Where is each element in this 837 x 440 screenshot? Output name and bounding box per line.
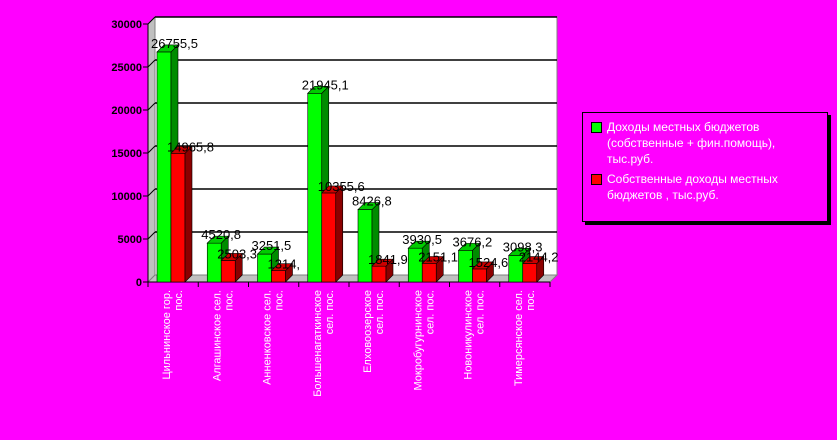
gridline-side xyxy=(147,16,156,25)
bar-front xyxy=(421,263,437,283)
category-label: Тимерсянское сел.пос. xyxy=(513,290,537,386)
bar-front xyxy=(220,260,236,283)
bar-top xyxy=(357,202,380,210)
data-label: 10355,6 xyxy=(318,179,365,194)
legend-swatch-green xyxy=(591,122,602,133)
bar-top xyxy=(206,235,229,244)
data-label: 2503,3 xyxy=(217,246,257,261)
bar-front xyxy=(170,152,186,283)
gridline-side xyxy=(147,231,156,240)
bar-front xyxy=(522,263,538,283)
category-label: Большенагаткинскоесел. пос. xyxy=(312,290,336,397)
bar-front xyxy=(357,209,373,283)
bar-front xyxy=(271,270,286,283)
y-tick-label: 5000 xyxy=(118,234,142,246)
bar-top xyxy=(170,145,193,154)
category-label: Цильнинское гор.пос. xyxy=(161,290,185,380)
data-label: 3676,2 xyxy=(453,234,493,249)
bar-top xyxy=(321,185,344,194)
bar-front xyxy=(472,268,487,283)
bar-top xyxy=(471,261,495,270)
gridline-side xyxy=(147,59,156,68)
bar-top xyxy=(256,246,280,255)
y-tick-label: 20000 xyxy=(111,105,142,117)
bar-side xyxy=(335,185,344,283)
category-label: Анненковское сел.пос. xyxy=(262,290,286,385)
bar-top xyxy=(220,253,243,261)
data-label: 21945,1 xyxy=(302,77,349,92)
bar-top xyxy=(508,248,531,256)
category-label: Новоникулинскоесел. пос. xyxy=(463,290,487,380)
data-label: 2151,1 xyxy=(418,250,458,265)
bar-top xyxy=(457,243,481,251)
y-tick-label: 30000 xyxy=(111,19,142,31)
y-tick-label: 10000 xyxy=(111,191,142,203)
gridline-side xyxy=(147,145,156,154)
bar-top xyxy=(156,44,179,53)
bar-top xyxy=(371,258,394,267)
legend-label: Собственные доходы местных бюджетов , ты… xyxy=(607,172,778,202)
legend-label: Доходы местных бюджетов (собственные + ф… xyxy=(607,120,776,166)
data-label: 26755,5 xyxy=(151,36,198,51)
bar-top xyxy=(307,85,330,94)
bar-top xyxy=(522,256,545,264)
data-label: 8426,8 xyxy=(352,194,392,209)
bar-top xyxy=(421,256,444,264)
y-tick-label: 25000 xyxy=(111,62,142,74)
y-tick-label: 15000 xyxy=(111,148,142,160)
bar-top xyxy=(270,263,294,271)
y-tick-label: 0 xyxy=(136,277,142,289)
gridline-side xyxy=(147,102,156,111)
bar-front xyxy=(371,265,387,283)
category-label: Алгашинское сел.пос. xyxy=(211,290,235,381)
data-label: 14965,8 xyxy=(167,139,214,154)
legend-item-total-income: Доходы местных бюджетов (собственные + ф… xyxy=(591,119,821,167)
data-label: 2144,2 xyxy=(519,250,559,265)
data-label: 3098,3 xyxy=(503,239,543,254)
data-label: 1841,9 xyxy=(368,252,408,267)
bar-side xyxy=(184,145,193,283)
legend-item-own-income: Собственные доходы местных бюджетов , ты… xyxy=(591,171,821,203)
data-label: 3251,5 xyxy=(252,238,292,253)
legend-swatch-red xyxy=(591,174,602,185)
bar-front xyxy=(321,192,337,283)
data-label: 3930,5 xyxy=(402,232,442,247)
chart-legend: Доходы местных бюджетов (собственные + ф… xyxy=(582,112,828,222)
data-label: 4520,8 xyxy=(201,227,241,242)
data-label: 1314, xyxy=(268,257,301,272)
data-label: 1524,6 xyxy=(469,255,509,270)
bar-top xyxy=(407,240,430,249)
bar-front xyxy=(156,51,172,283)
category-label: Елховоозерскоесел. пос. xyxy=(362,290,386,373)
category-label: Мокробугурнинскоесел. пос. xyxy=(412,290,436,390)
gridline-side xyxy=(147,188,156,197)
